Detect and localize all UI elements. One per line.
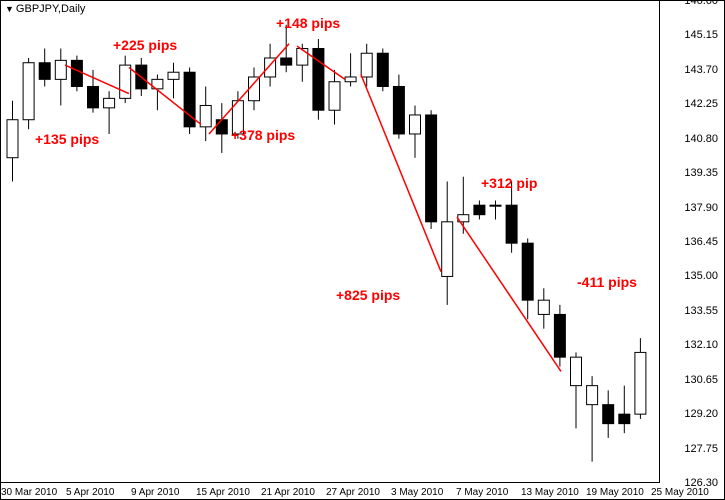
y-axis-label: 133.55: [684, 305, 718, 317]
pip-annotation: +135 pips: [35, 131, 99, 147]
chart-container: ▼ GBPJPY,Daily +225 pips+135 pips+148 pi…: [0, 0, 725, 500]
plot-area[interactable]: +225 pips +135 pips +148 pips +378 pips +825…: [1, 1, 660, 483]
y-axis-label: 136.45: [684, 236, 718, 248]
x-axis-label: 19 May 2010: [586, 487, 644, 498]
x-axis-label: 5 Apr 2010: [66, 487, 114, 498]
y-axis-label: 139.35: [684, 167, 718, 179]
pip-annotation: +312 pip: [481, 175, 537, 191]
x-axis-label: 9 Apr 2010: [131, 487, 179, 498]
pip-annotation: +825 pips: [336, 287, 400, 303]
pip-annotation: +225 pips: [113, 37, 177, 53]
y-axis-label: 146.60: [684, 0, 718, 7]
y-axis-label: 135.00: [684, 270, 718, 282]
x-axis-label: 27 Apr 2010: [326, 487, 380, 498]
pip-annotation: -411 pips: [577, 274, 637, 290]
line-overlay: [1, 1, 660, 483]
x-axis-label: 30 Mar 2010: [1, 487, 57, 498]
x-axis-label: 13 May 2010: [521, 487, 579, 498]
y-axis-label: 137.90: [684, 202, 718, 214]
y-axis-label: 130.65: [684, 374, 718, 386]
y-axis-label: 143.70: [684, 64, 718, 76]
candle-overlay: [1, 1, 660, 483]
y-axis-label: 127.75: [684, 443, 718, 455]
y-axis-label: 129.20: [684, 408, 718, 420]
pip-annotation: +378 pips: [231, 127, 295, 143]
x-axis-label: 21 Apr 2010: [261, 487, 315, 498]
y-axis: 146.60 145.15 143.70 142.25 140.80 139.35 137.…: [660, 1, 724, 483]
y-axis-label: 132.10: [684, 339, 718, 351]
pip-annotation: +148 pips: [276, 15, 340, 31]
x-axis: 30 Mar 2010 5 Apr 2010 9 Apr 2010 15 Apr 20…: [1, 482, 660, 499]
x-axis-label: 25 May 2010: [651, 487, 709, 498]
x-axis-label: 7 May 2010: [456, 487, 508, 498]
y-axis-label: 145.15: [684, 29, 718, 41]
x-axis-label: 15 Apr 2010: [196, 487, 250, 498]
y-axis-label: 142.25: [684, 98, 718, 110]
x-axis-label: 3 May 2010: [391, 487, 443, 498]
y-axis-label: 140.80: [684, 133, 718, 145]
